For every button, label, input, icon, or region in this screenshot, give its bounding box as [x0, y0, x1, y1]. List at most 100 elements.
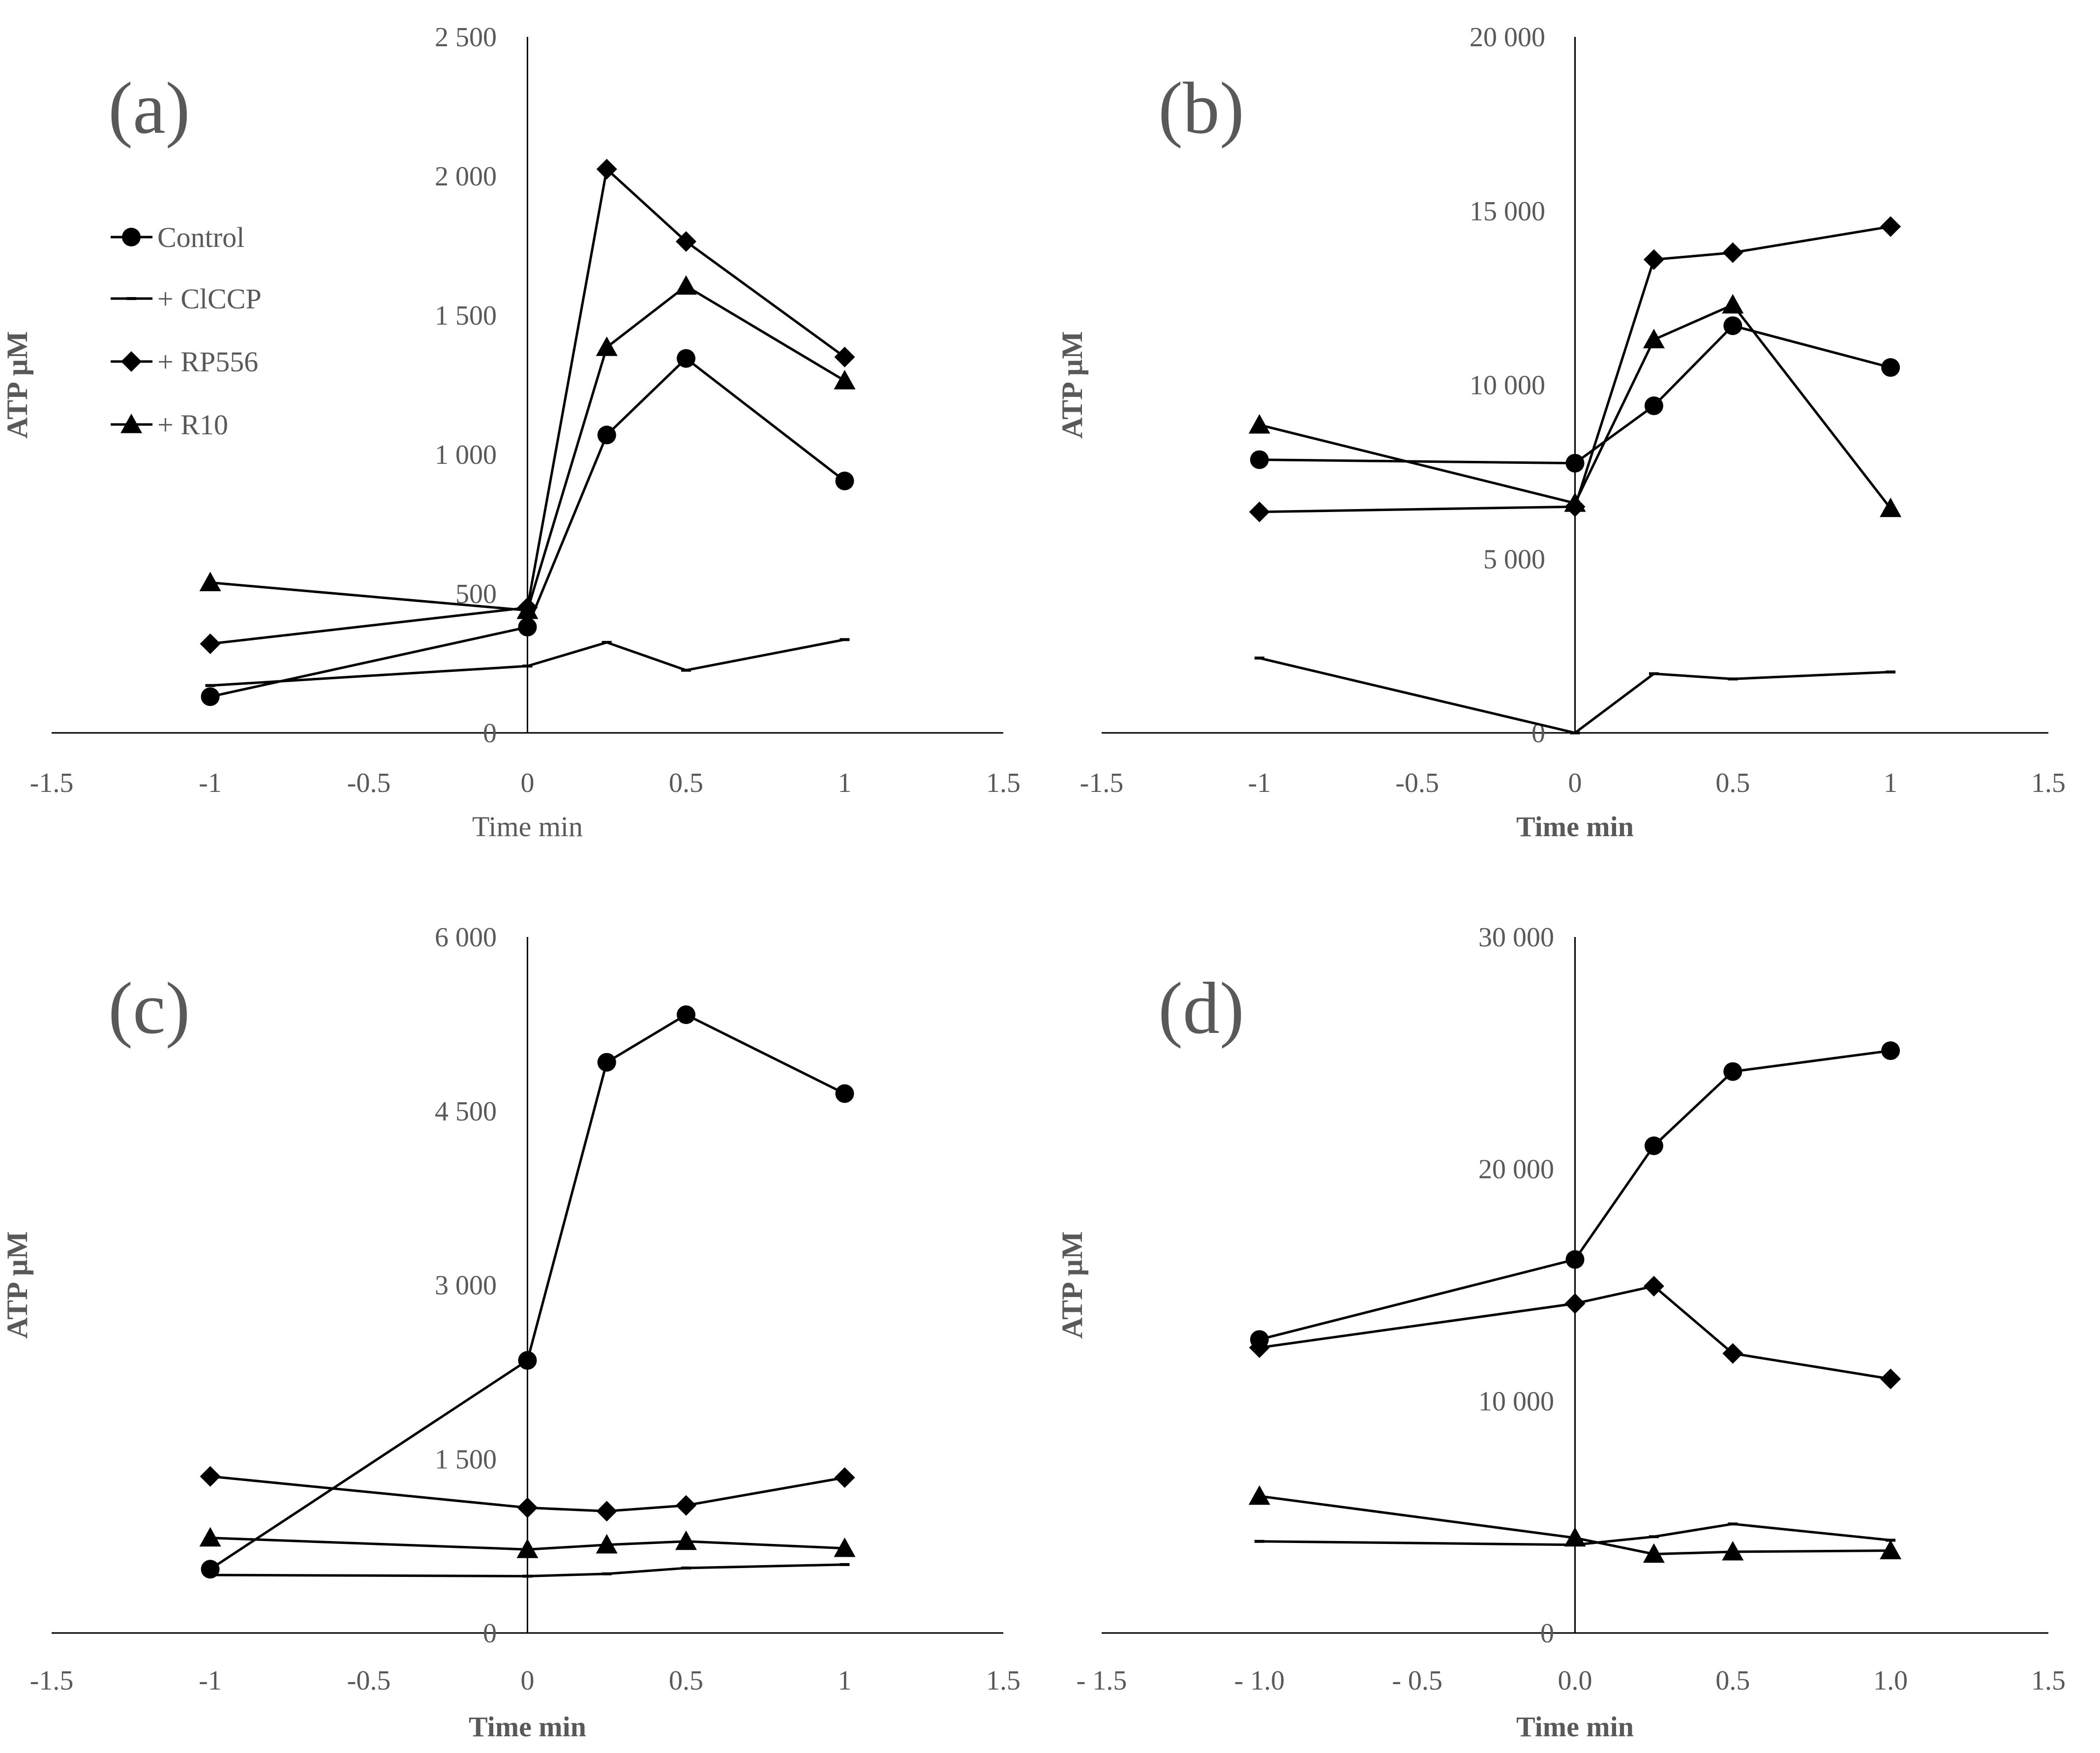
y-tick-label: 2 000: [435, 161, 497, 192]
series-control: [201, 349, 854, 706]
data-point-diamond: [676, 1495, 696, 1516]
legend: Control + ClCCP + RP556 + R10: [111, 221, 262, 441]
data-point-diamond: [1643, 249, 1664, 270]
data-point-diamond: [596, 1501, 617, 1522]
data-point-circle: [1723, 1062, 1742, 1081]
x-tick-label: 0.5: [669, 1665, 703, 1696]
y-tick-label: 10 000: [1470, 370, 1545, 401]
data-point-diamond: [834, 346, 855, 367]
series-r10: [1248, 294, 1902, 517]
data-point-triangle: [1722, 1541, 1744, 1561]
data-point-diamond: [1249, 1337, 1270, 1358]
x-tick-label: - 1.5: [1077, 1665, 1127, 1696]
data-point-diamond: [1722, 242, 1743, 263]
legend-label: + RP556: [157, 346, 258, 378]
data-point-triangle: [596, 336, 618, 356]
x-axis-title: Time min: [1516, 1711, 1634, 1743]
data-point-triangle: [834, 370, 856, 390]
data-point-circle: [677, 349, 695, 368]
y-tick-label: 4 500: [435, 1096, 497, 1127]
x-tick-label: 1.5: [2031, 768, 2066, 798]
x-tick-label: 0.5: [1715, 1665, 1750, 1696]
data-point-circle: [835, 471, 854, 490]
data-point-circle: [1881, 358, 1900, 377]
chart-panel-d: - 1.5 - 1.0 - 0.5 0.0 0.5 1.0 1.5 0 10 000 20 000…: [1056, 922, 2066, 1743]
y-tick-label: 3 000: [435, 1270, 497, 1301]
data-point-circle: [201, 687, 220, 706]
data-point-circle: [1565, 1250, 1585, 1269]
series-r10: [199, 1527, 856, 1558]
x-tick-label: -0.5: [1395, 768, 1439, 798]
x-tick-label: -1.5: [30, 1665, 74, 1696]
legend-label: + R10: [157, 409, 228, 441]
x-tick-label: 1.0: [1873, 1665, 1908, 1696]
data-point-triangle: [1564, 1527, 1586, 1547]
series-clccp: [1254, 656, 1896, 734]
series-clccp: [205, 638, 850, 687]
y-tick-label: 1 500: [435, 301, 497, 331]
y-tick-label: 1 500: [435, 1444, 497, 1475]
series-rp556: [1249, 1275, 1901, 1390]
legend-marker-triangle: [120, 414, 142, 433]
x-tick-label: -1: [1248, 768, 1271, 798]
series-control: [201, 1005, 854, 1579]
legend-item: + ClCCP: [111, 283, 262, 315]
y-tick-label: 2 500: [435, 22, 497, 53]
data-point-circle: [1881, 1041, 1900, 1060]
data-point-triangle: [1248, 414, 1270, 434]
y-tick-label: 20 000: [1478, 1154, 1554, 1185]
x-tick-label: - 1.0: [1234, 1665, 1285, 1696]
legend-label: + ClCCP: [157, 283, 262, 315]
data-point-circle: [518, 1351, 537, 1370]
y-tick-label: 0: [483, 1618, 497, 1649]
x-tick-label: -1: [199, 768, 222, 798]
y-tick-label: 6 000: [435, 922, 497, 953]
panel-label: (d): [1158, 967, 1244, 1049]
data-point-diamond: [200, 633, 221, 654]
data-point-diamond: [1643, 1275, 1664, 1297]
data-point-diamond: [1564, 1293, 1586, 1314]
x-tick-label: 0: [521, 1665, 535, 1696]
data-point-triangle: [1880, 1540, 1902, 1560]
data-point-triangle: [1643, 329, 1665, 349]
data-point-triangle: [834, 1537, 856, 1557]
x-tick-label: 1: [838, 768, 852, 798]
chart-panel-c: -1.5 -1 -0.5 0 0.5 1 1.5 0 1 500 3 000 4 500 6 000 T…: [1, 922, 1020, 1743]
legend-marker-diamond: [121, 351, 142, 372]
data-point-circle: [1644, 396, 1663, 415]
x-axis-title: Time min: [472, 811, 583, 843]
y-axis-title: ATP µM: [1056, 331, 1088, 438]
legend-item: + R10: [111, 409, 228, 441]
data-point-triangle: [675, 275, 697, 295]
x-axis-title: Time min: [469, 1711, 586, 1743]
x-tick-label: 1: [1884, 768, 1897, 798]
x-tick-label: -1: [199, 1665, 222, 1696]
legend-label: Control: [157, 221, 244, 253]
x-tick-label: 1: [838, 1665, 852, 1696]
series-r10: [199, 275, 856, 619]
y-axis-title: ATP µM: [1, 331, 33, 438]
x-tick-label: 0.5: [1715, 768, 1750, 798]
panel-label: (b): [1158, 67, 1244, 149]
legend-item: Control: [111, 221, 244, 253]
data-point-diamond: [596, 158, 617, 180]
data-point-circle: [835, 1084, 854, 1103]
data-point-triangle: [675, 1530, 697, 1550]
data-point-triangle: [596, 1534, 618, 1554]
y-tick-label: 10 000: [1478, 1386, 1554, 1417]
x-tick-label: 1.5: [986, 768, 1020, 798]
legend-marker-circle: [122, 228, 141, 246]
data-point-diamond: [517, 1497, 538, 1518]
data-point-circle: [518, 617, 537, 636]
data-point-diamond: [1880, 1368, 1901, 1390]
x-axis-title: Time min: [1516, 811, 1634, 843]
data-point-diamond: [676, 231, 696, 252]
data-point-triangle: [516, 599, 539, 619]
data-point-circle: [597, 425, 616, 445]
data-point-circle: [1250, 450, 1269, 469]
series-rp556: [200, 1466, 855, 1522]
data-point-triangle: [1722, 294, 1744, 314]
data-point-diamond: [1249, 501, 1270, 522]
